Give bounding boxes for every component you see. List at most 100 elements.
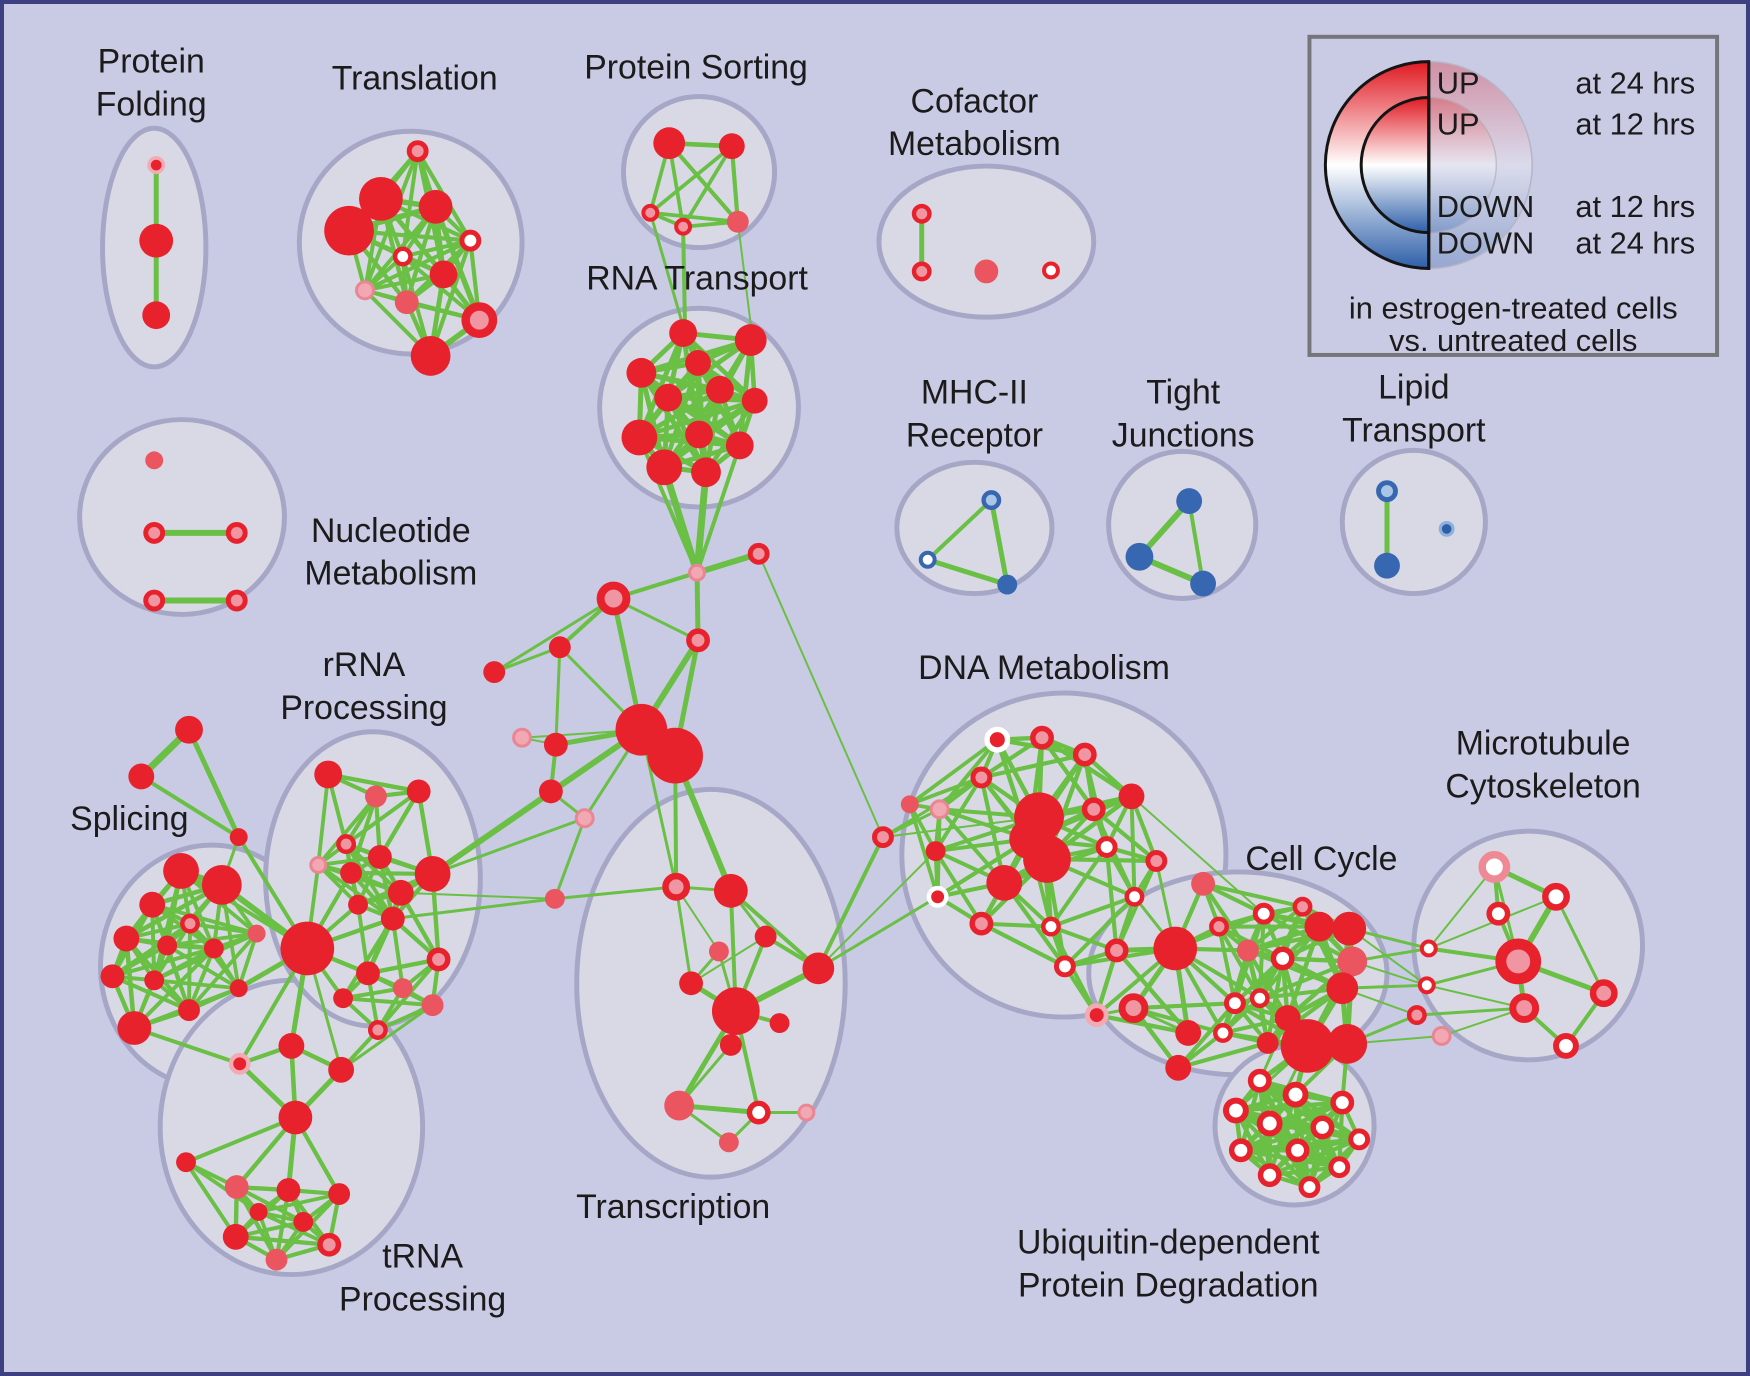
network-nodes <box>100 127 1618 1271</box>
network-node-cell-cycle <box>1249 988 1270 1009</box>
network-node-backbone <box>543 732 568 757</box>
network-node-rrna-processing <box>356 961 380 986</box>
network-node-backbone <box>538 779 563 804</box>
cluster-label-ubiquitin-degradation: Protein Degradation <box>1018 1266 1319 1304</box>
network-node-rrna-processing <box>421 994 444 1017</box>
cluster-label-tight-junctions: Tight <box>1146 374 1220 412</box>
network-edge <box>648 144 734 215</box>
network-node-backbone <box>512 727 533 748</box>
network-node-transcription <box>718 1132 739 1153</box>
cluster-label-trna-processing: Processing <box>339 1280 506 1318</box>
network-node-splicing <box>178 999 200 1022</box>
network-edge <box>979 775 1007 885</box>
cluster-label-rrna-processing: Processing <box>280 689 447 727</box>
network-node-ubiquitin-degradation <box>1285 1138 1310 1163</box>
network-node-rna-transport <box>691 457 721 488</box>
network-node-tight-junctions <box>1176 488 1203 515</box>
network-edge <box>339 1003 435 1072</box>
legend-time-label: at 24 hrs <box>1575 226 1695 261</box>
network-node-backbone <box>229 828 248 847</box>
network-node-dna-metabolism <box>929 799 950 820</box>
network-edge <box>1245 904 1305 953</box>
network-node-splicing <box>163 853 199 889</box>
network-node-rrna-processing <box>426 947 451 972</box>
network-node-splicing <box>180 913 200 934</box>
network-edge <box>1048 894 1137 929</box>
network-node-backbone <box>1417 976 1436 995</box>
network-edge <box>187 921 192 1013</box>
network-node-cell-cycle <box>1236 939 1259 962</box>
network-edge <box>186 727 242 840</box>
network-node-trna-processing <box>278 1100 313 1135</box>
network-node-backbone <box>1419 939 1438 958</box>
cluster-label-lipid-transport: Lipid <box>1378 369 1449 407</box>
network-node-dna-metabolism <box>1081 797 1106 822</box>
network-node-backbone <box>483 661 506 684</box>
network-edge <box>979 752 1087 780</box>
network-edge <box>341 996 435 1008</box>
network-node-transcription <box>679 971 704 996</box>
cluster-label-translation: Translation <box>332 59 498 97</box>
cluster-label-cofactor-metabolism: Metabolism <box>888 125 1061 163</box>
network-node-protein-sorting <box>726 210 749 233</box>
cluster-label-ubiquitin-degradation: Ubiquitin-dependent <box>1017 1224 1320 1262</box>
network-node-protein-sorting <box>718 133 745 160</box>
network-node-cell-cycle <box>1270 946 1295 971</box>
network-node-rna-transport <box>741 387 768 414</box>
network-node-transcription <box>797 1103 816 1122</box>
network-node-splicing <box>117 1011 152 1045</box>
network-node-cell-cycle <box>1326 972 1359 1005</box>
network-edge <box>432 204 483 323</box>
network-node-dna-metabolism <box>900 795 919 814</box>
network-node-cell-cycle <box>1332 911 1367 946</box>
network-node-tight-junctions <box>1125 542 1154 571</box>
network-edge <box>1257 959 1355 1001</box>
network-node-ubiquitin-degradation <box>1298 1176 1321 1199</box>
cluster-label-tight-junctions: Junctions <box>1112 416 1255 454</box>
network-node-trna-processing <box>293 1211 314 1232</box>
cluster-label-rna-transport: RNA Transport <box>586 259 808 297</box>
network-node-transcription <box>754 925 777 948</box>
legend-time-label: at 24 hrs <box>1575 66 1695 101</box>
network-node-transcription <box>708 941 729 962</box>
network-node-trna-processing <box>317 1232 342 1257</box>
network-node-dna-metabolism <box>969 911 994 936</box>
network-node-rna-transport <box>669 319 698 347</box>
network-node-translation <box>461 302 498 339</box>
network-node-rrna-processing <box>367 845 392 869</box>
network-edge <box>681 224 688 336</box>
network-node-trna-processing <box>278 1032 305 1059</box>
network-edge <box>925 557 1010 588</box>
network-edge <box>150 902 259 936</box>
cluster-label-rrna-processing: rRNA <box>323 646 406 684</box>
legend-ring-12h <box>1359 95 1431 235</box>
network-edge <box>1554 895 1606 995</box>
network-node-nucleotide-metabolism <box>143 521 166 544</box>
network-node-rna-transport <box>626 357 657 388</box>
network-node-trna-processing <box>276 1178 301 1202</box>
legend-direction-label: DOWN <box>1437 226 1535 261</box>
network-node-rrna-processing <box>367 1020 388 1040</box>
network-node-backbone <box>747 542 770 565</box>
network-node-translation <box>406 140 429 163</box>
network-edge <box>907 737 1000 807</box>
network-node-nucleotide-metabolism <box>145 451 164 470</box>
cluster-label-mhc-ii-receptor: MHC-II <box>921 374 1028 412</box>
network-node-splicing <box>247 924 266 943</box>
network-node-ubiquitin-degradation <box>1257 1163 1282 1188</box>
network-node-backbone <box>544 888 565 909</box>
network-edge <box>1048 845 1109 929</box>
network-node-rrna-processing <box>392 978 413 999</box>
network-edge <box>187 946 216 1013</box>
network-node-backbone <box>872 826 894 849</box>
legend-caption: in estrogen-treated cells <box>1349 290 1678 325</box>
network-edge <box>674 885 693 985</box>
network-node-translation <box>429 260 458 289</box>
network-edge <box>400 238 473 259</box>
cluster-label-cofactor-metabolism: Cofactor <box>911 82 1039 120</box>
cluster-label-transcription: Transcription <box>576 1188 770 1226</box>
network-node-lipid-transport <box>1376 480 1398 503</box>
network-node-protein-folding <box>142 301 171 330</box>
network-node-lipid-transport <box>1374 552 1400 579</box>
